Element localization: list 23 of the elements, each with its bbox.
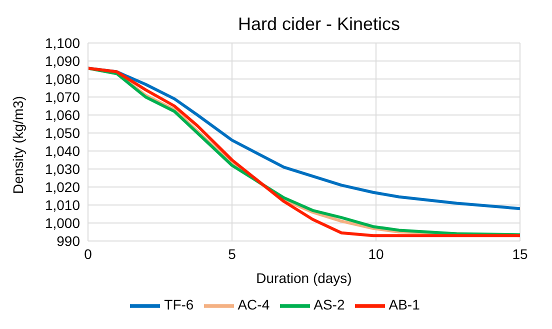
y-tick-label: 1,010 — [44, 196, 80, 213]
y-tick-label: 1,040 — [44, 142, 80, 159]
y-tick-label: 1,070 — [44, 88, 80, 105]
legend-label: TF-6 — [164, 296, 194, 313]
legend-label: AC-4 — [238, 296, 270, 313]
x-axis-title: Duration (days) — [256, 270, 352, 286]
y-tick-label: 1,050 — [44, 124, 80, 141]
y-tick-label: 1,090 — [44, 52, 80, 69]
x-tick-label: 15 — [512, 246, 528, 262]
legend-label: AS-2 — [314, 296, 345, 313]
y-tick-label: 990 — [56, 232, 80, 249]
y-tick-label: 1,060 — [44, 106, 80, 123]
x-tick-label: 5 — [228, 246, 236, 262]
y-tick-label: 1,020 — [44, 178, 80, 195]
chart-title: Hard cider - Kinetics — [236, 14, 402, 35]
y-tick-label: 1,100 — [44, 34, 80, 51]
x-tick-label: 0 — [84, 246, 92, 262]
x-tick-label: 10 — [368, 246, 384, 262]
y-tick-label: 1,000 — [44, 214, 80, 231]
y-tick-label: 1,080 — [44, 70, 80, 87]
y-tick-label: 1,030 — [44, 160, 80, 177]
y-axis-title: Density (kg/m3) — [10, 96, 26, 194]
legend-label: AB-1 — [388, 296, 420, 313]
